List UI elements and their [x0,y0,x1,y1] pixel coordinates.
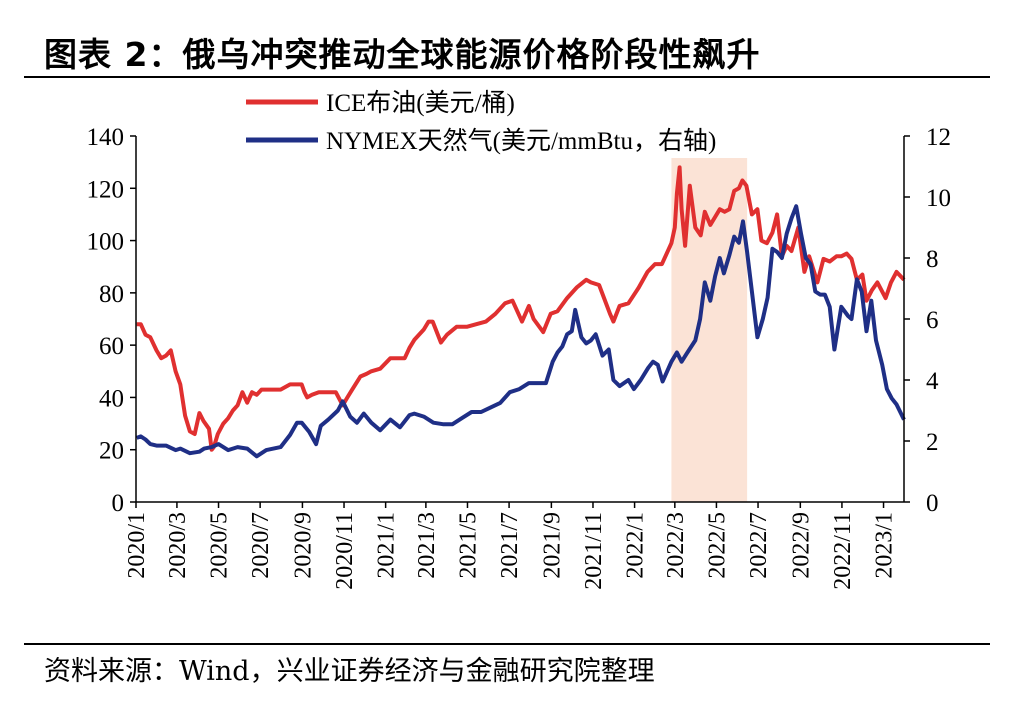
y-left-tick-label: 80 [99,281,124,308]
y-left-tick-label: 140 [87,124,125,151]
x-tick-label: 2021/5 [455,512,481,579]
y-left-tick-label: 20 [99,438,124,465]
x-tick-label: 2021/9 [539,512,565,579]
x-tick-label: 2021/3 [414,512,440,579]
y-left-tick-label: 0 [112,490,125,517]
x-tick-label: 2021/11 [581,512,607,590]
y-right-tick-label: 10 [926,185,951,212]
bottom-rule [24,643,990,645]
y-right-tick-label: 12 [926,124,951,151]
series-line-natgas [136,204,906,459]
y-left-tick-label: 120 [87,176,125,203]
series-line-brent [136,165,906,452]
x-tick-label: 2022/1 [623,512,649,579]
y-left-tick-label: 100 [87,229,125,256]
x-tick-label: 2022/11 [830,512,856,590]
series-layer [136,165,906,459]
x-tick-label: 2020/1 [124,512,150,579]
x-tick-label: 2020/9 [290,512,316,579]
top-rule [24,76,990,78]
x-tick-label: 2020/11 [332,512,358,590]
x-tick-label: 2020/7 [248,512,274,579]
x-tick-label: 2020/5 [207,512,233,579]
x-tick-label: 2022/7 [746,512,772,579]
x-tick-label: 2021/7 [497,512,523,579]
source-note: 资料来源：Wind，兴业证券经济与金融研究院整理 [44,656,655,687]
x-tick-label: 2022/5 [704,512,730,579]
figure-title: 图表 2：俄乌冲突推动全球能源价格阶段性飙升 [44,35,761,74]
x-tick-label: 2021/1 [374,512,400,579]
legend-label-natgas: NYMEX天然气(美元/mmBtu，右轴) [326,127,716,155]
y-right-tick-label: 8 [926,246,939,273]
legend: ICE布油(美元/桶) NYMEX天然气(美元/mmBtu，右轴) [246,89,716,155]
x-tick-label: 2023/1 [872,512,898,579]
y-left-tick-label: 40 [99,385,124,412]
y-right-tick-label: 6 [926,307,939,334]
x-tick-label: 2022/9 [788,512,814,579]
y-right-tick-label: 4 [926,368,939,395]
y-right-tick-label: 0 [926,490,939,517]
y-right-tick-label: 2 [926,429,939,456]
y-left-tick-label: 60 [99,333,124,360]
x-tick-label: 2022/3 [663,512,689,579]
legend-label-brent: ICE布油(美元/桶) [326,89,515,117]
x-tick-label: 2020/3 [165,512,191,579]
axes-layer: 0 20 40 60 80 100 120 140 0 2 4 6 8 10 12 2020/1 2020/3 2… [87,124,952,590]
